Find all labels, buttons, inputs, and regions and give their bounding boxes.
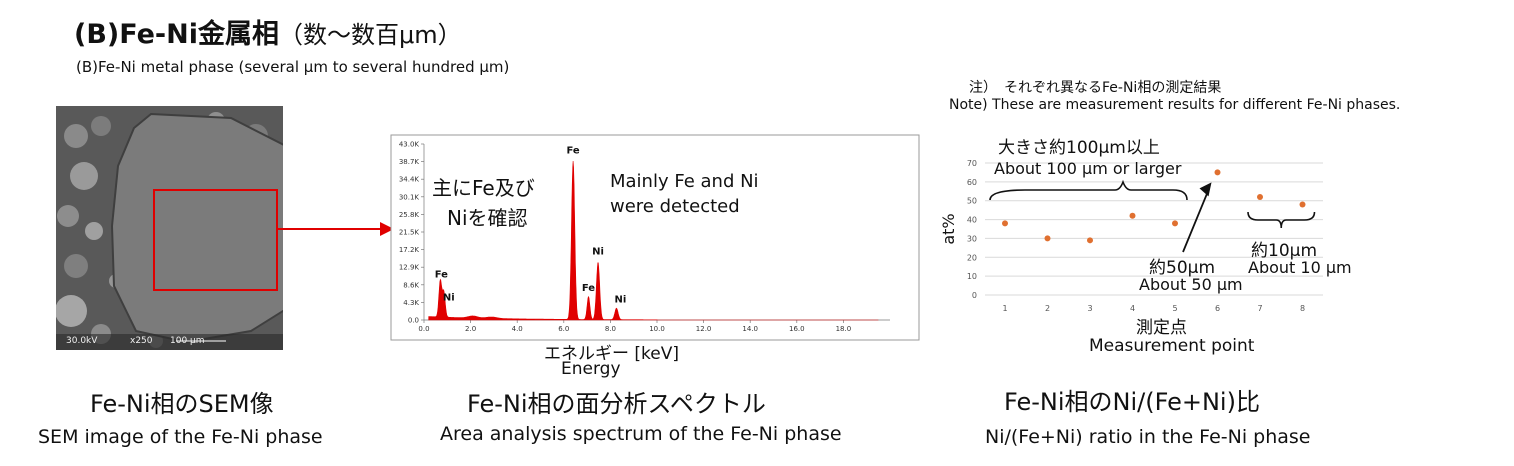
spectrum-ytick-label: 21.5K [399, 229, 420, 237]
spectrum-ytick-label: 38.7K [399, 158, 420, 166]
brace-10um [1247, 211, 1316, 229]
note-jp: 注） それぞれ異なるFe-Ni相の測定結果 [969, 80, 1222, 96]
ratio-ylabel: at% [939, 213, 958, 244]
annotation-50-jp: 約50μm [1149, 258, 1216, 278]
ratio-ytick-label: 70 [967, 159, 977, 168]
ratio-ytick-label: 20 [967, 253, 977, 262]
spectrum-ytick-label: 17.2K [399, 246, 420, 254]
ratio-ytick-label: 30 [967, 234, 977, 243]
ratio-xtick-label: 5 [1172, 304, 1177, 313]
spectrum-annotation-jp-1: 主にFe及び [432, 176, 535, 200]
arrow-head [1199, 182, 1212, 197]
sem-voltage: 30.0kV [66, 336, 98, 346]
annotation-large-jp: 大きさ約100μm以上 [998, 138, 1160, 158]
spectrum-xlabel-jp: エネルギー [keV] [544, 344, 679, 364]
title-sub: （数～数百μm） [278, 21, 462, 49]
spectrum-xtick-label: 4.0 [512, 325, 523, 333]
spectrum-area [428, 160, 879, 321]
ratio-point [1214, 169, 1221, 176]
ratio-ytick-label: 10 [967, 272, 977, 281]
ratio-xtick-label: 6 [1215, 304, 1220, 313]
peak-label: Fe [435, 270, 448, 281]
ratio-xtick-label: 3 [1087, 304, 1092, 313]
peak-label: Fe [567, 146, 580, 157]
spectrum-xtick-label: 18.0 [836, 325, 852, 333]
brace-large [989, 179, 1188, 201]
page-subtitle: (B)Fe-Ni metal phase (several μm to seve… [76, 58, 510, 76]
ratio-caption-jp: Fe-Ni相のNi/(Fe+Ni)比 [1004, 388, 1260, 416]
annotation-10-jp: 約10μm [1251, 241, 1318, 261]
spectrum-xlabel-en: Energy [561, 359, 621, 379]
analysis-area-box [153, 189, 278, 291]
ratio-point [1002, 220, 1008, 227]
annotation-large-en: About 100 μm or larger [994, 159, 1182, 178]
ratio-point [1087, 237, 1093, 244]
spectrum-xtick-label: 16.0 [789, 325, 805, 333]
spectrum-annotation-en-2: were detected [610, 196, 740, 217]
sem-caption-jp: Fe-Ni相のSEM像 [90, 390, 274, 418]
spectrum-xtick-label: 0.0 [418, 325, 429, 333]
sem-magnification: x250 [130, 336, 153, 346]
ratio-point [1044, 235, 1051, 242]
spectrum-frame [390, 134, 920, 341]
ratio-point [1129, 212, 1136, 219]
spectrum-ytick-label: 25.8K [399, 211, 420, 219]
peak-label: Ni [615, 295, 627, 306]
spectrum-ytick-label: 4.3K [403, 299, 419, 307]
pointer-arrow [276, 222, 394, 236]
spectrum-chart: 0.0 4.3K 8.6K 12.9K 17.2K 21.5K 25.8K 30.1K 34.4… [390, 134, 920, 341]
annotation-50-en: About 50 μm [1139, 275, 1243, 294]
ratio-xtick-label: 8 [1300, 304, 1305, 313]
ratio-ytick-label: 0 [972, 291, 977, 300]
spectrum-xtick-label: 14.0 [742, 325, 758, 333]
ratio-caption-en: Ni/(Fe+Ni) ratio in the Fe-Ni phase [985, 426, 1311, 448]
sem-texture [56, 106, 283, 350]
spectrum-xtick-label: 2.0 [465, 325, 476, 333]
spectrum-annotation-jp-2: Niを確認 [447, 206, 528, 230]
page-title: (B)Fe-Ni金属相（数～数百μm） [74, 12, 462, 51]
spectrum-ytick-label: 12.9K [399, 264, 420, 272]
ratio-point [1299, 201, 1306, 208]
sem-scalebar-label: 100 μm [170, 336, 205, 346]
ratio-xtick-label: 4 [1130, 304, 1135, 313]
ratio-xtick-label: 1 [1002, 304, 1007, 313]
ratio-ytick-label: 40 [967, 216, 977, 225]
title-main: (B)Fe-Ni金属相 [74, 19, 279, 50]
spectrum-xtick-label: 10.0 [649, 325, 665, 333]
ratio-xtick-label: 7 [1257, 304, 1262, 313]
ratio-ytick-label: 60 [967, 178, 977, 187]
ratio-point [1257, 193, 1263, 200]
arrow-line [1182, 192, 1209, 253]
peak-label: Ni [592, 247, 604, 258]
ratio-point [1172, 220, 1178, 227]
peak-label: Fe [582, 283, 595, 294]
spectrum-caption-jp: Fe-Ni相の面分析スペクトル [467, 390, 766, 418]
spectrum-xtick-label: 6.0 [558, 325, 569, 333]
spectrum-ytick-label: 43.0K [399, 141, 420, 149]
sem-image: 30.0kV x250 100 μm [56, 106, 283, 350]
sem-caption-en: SEM image of the Fe-Ni phase [38, 426, 323, 448]
spectrum-ytick-label: 34.4K [399, 176, 420, 184]
spectrum-caption-en: Area analysis spectrum of the Fe-Ni phas… [440, 423, 842, 445]
spectrum-xtick-label: 12.0 [696, 325, 712, 333]
ratio-xlabel-en: Measurement point [1089, 336, 1255, 356]
spectrum-xtick-label: 8.0 [605, 325, 616, 333]
ratio-ytick-label: 50 [967, 197, 977, 206]
peak-label: Ni [443, 293, 455, 304]
spectrum-ytick-label: 8.6K [403, 281, 419, 289]
ratio-xtick-label: 2 [1045, 304, 1050, 313]
ratio-xlabel-jp: 測定点 [1136, 318, 1187, 338]
note-en: Note) These are measurement results for … [949, 97, 1401, 113]
spectrum-annotation-en-1: Mainly Fe and Ni [610, 171, 759, 192]
annotation-10-en: About 10 μm [1248, 258, 1352, 277]
spectrum-ytick-label: 0.0 [408, 317, 419, 325]
ratio-chart: 0 10 20 30 40 50 60 70 1 2 3 4 5 6 7 8 at% [939, 159, 1323, 313]
spectrum-ytick-label: 30.1K [399, 193, 420, 201]
